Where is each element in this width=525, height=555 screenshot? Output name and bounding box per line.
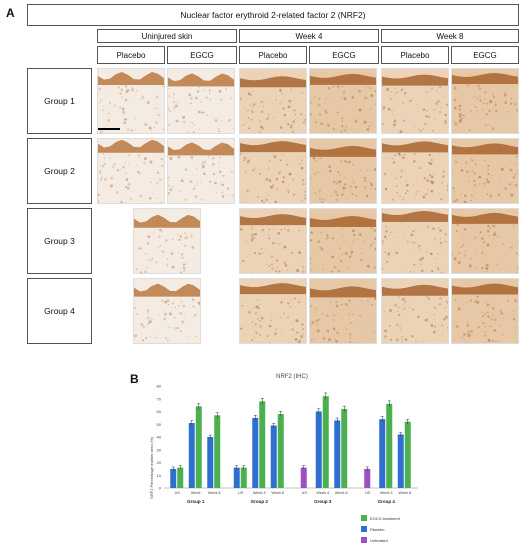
y-tick-label: 70 <box>157 396 162 401</box>
bar <box>214 415 220 488</box>
legend-label: Untreated <box>370 538 388 543</box>
x-tick-label: US <box>238 491 244 495</box>
bar <box>259 401 265 488</box>
y-tick-label: 80 <box>157 384 162 389</box>
histology-image-r3-c4 <box>309 208 377 274</box>
legend-swatch <box>361 537 367 543</box>
y-tick-label: 30 <box>157 447 162 452</box>
histology-image-r3-c5 <box>381 208 449 274</box>
group-axis-label: Group 3 <box>314 499 332 504</box>
bar <box>207 437 213 488</box>
x-tick-label: Week <box>191 491 201 495</box>
figure-title: Nuclear factor erythroid 2-related facto… <box>27 4 519 26</box>
x-tick-label: Week 4 <box>316 491 329 495</box>
y-tick-label: 0 <box>159 486 162 491</box>
histology-image-r2-c6 <box>451 138 519 204</box>
histology-image-r4-c6 <box>451 278 519 344</box>
chart-title: NRF2 (IHC) <box>276 374 308 380</box>
x-tick-label: Week 8 <box>271 491 284 495</box>
legend-swatch <box>361 526 367 532</box>
legend-label: EGCG treatment <box>370 516 401 521</box>
treatment-header-2: Placebo <box>239 46 307 64</box>
histology-image-r1-c1 <box>97 68 165 134</box>
x-tick-label: Week 4 <box>380 491 393 495</box>
histology-image-r2-c1 <box>97 138 165 204</box>
treatment-header-1: EGCG <box>167 46 237 64</box>
group-label-3: Group 3 <box>27 208 92 274</box>
bar <box>252 418 258 488</box>
group-axis-label: Group 1 <box>187 499 205 504</box>
x-tick-label: Week 8 <box>208 491 221 495</box>
bar <box>301 468 307 488</box>
histology-image-r2-c4 <box>309 138 377 204</box>
bar <box>334 420 340 488</box>
timepoint-week8: Week 8 <box>381 29 519 43</box>
bar <box>170 469 176 488</box>
nrf2-bar-chart: NRF2 (IHC) NRF2 Percentage marker area (… <box>120 368 420 550</box>
chart-svg: NRF2 (IHC) NRF2 Percentage marker area (… <box>120 368 420 550</box>
histology-image-r4-c4 <box>309 278 377 344</box>
bar <box>405 422 411 488</box>
histology-image-r4-c5 <box>381 278 449 344</box>
treatment-header-5: EGCG <box>451 46 519 64</box>
histology-image-r4-c1 <box>133 278 201 344</box>
histology-image-r2-c5 <box>381 138 449 204</box>
bar <box>341 409 347 488</box>
x-tick-label: US <box>175 491 181 495</box>
group-axis-label: Group 4 <box>378 499 396 504</box>
bar <box>234 468 240 488</box>
legend-label: Placebo <box>370 527 385 532</box>
x-tick-label: Week 4 <box>253 491 266 495</box>
x-tick-label: US <box>365 491 371 495</box>
bar <box>196 406 202 488</box>
y-tick-label: 50 <box>157 422 162 427</box>
timepoint-uninjured: Uninjured skin <box>97 29 237 43</box>
histology-image-r1-c2 <box>167 68 235 134</box>
x-tick-label: Week 8 <box>398 491 411 495</box>
timepoint-week4: Week 4 <box>239 29 379 43</box>
y-tick-label: 60 <box>157 409 162 414</box>
bar <box>386 404 392 488</box>
histology-image-r2-c3 <box>239 138 307 204</box>
y-tick-label: 10 <box>157 473 162 478</box>
bar <box>278 414 284 488</box>
panel-a-label: A <box>6 6 15 20</box>
x-tick-label: Week 8 <box>335 491 348 495</box>
histology-image-r3-c6 <box>451 208 519 274</box>
bar <box>364 469 370 488</box>
histology-image-r1-c3 <box>239 68 307 134</box>
bar <box>379 419 385 488</box>
bar <box>177 468 183 488</box>
x-tick-label: US <box>302 491 308 495</box>
scale-bar <box>98 128 120 130</box>
histology-image-r1-c4 <box>309 68 377 134</box>
bar <box>241 468 247 488</box>
legend-swatch <box>361 515 367 521</box>
group-axis-label: Group 2 <box>251 499 269 504</box>
histology-image-r3-c3 <box>239 208 307 274</box>
group-label-4: Group 4 <box>27 278 92 344</box>
treatment-header-0: Placebo <box>97 46 165 64</box>
bar <box>271 426 277 488</box>
histology-image-r2-c2 <box>167 138 235 204</box>
histology-image-r4-c3 <box>239 278 307 344</box>
bar <box>398 434 404 488</box>
histology-image-r1-c5 <box>381 68 449 134</box>
bar <box>189 423 195 488</box>
treatment-header-3: EGCG <box>309 46 379 64</box>
chart-y-axis-label: NRF2 Percentage marker area (%) <box>149 436 154 499</box>
group-label-2: Group 2 <box>27 138 92 204</box>
bar <box>323 396 329 488</box>
histology-image-r1-c6 <box>451 68 519 134</box>
histology-image-r3-c1 <box>133 208 201 274</box>
y-tick-label: 40 <box>157 435 162 440</box>
bar <box>316 412 322 489</box>
group-label-1: Group 1 <box>27 68 92 134</box>
treatment-header-4: Placebo <box>381 46 449 64</box>
y-tick-label: 20 <box>157 460 162 465</box>
